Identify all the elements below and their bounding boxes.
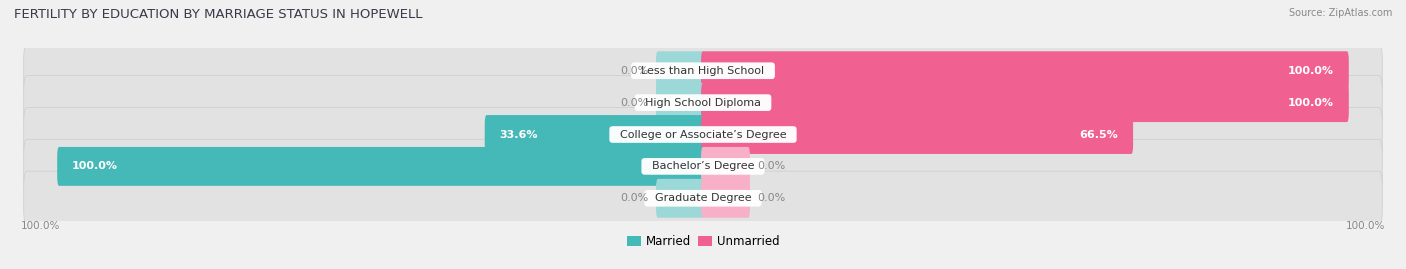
FancyBboxPatch shape — [24, 107, 1382, 162]
FancyBboxPatch shape — [657, 51, 704, 90]
FancyBboxPatch shape — [702, 115, 1133, 154]
Text: 66.5%: 66.5% — [1080, 129, 1118, 140]
FancyBboxPatch shape — [702, 51, 1348, 90]
Legend: Married, Unmarried: Married, Unmarried — [621, 230, 785, 253]
Text: 0.0%: 0.0% — [620, 193, 648, 203]
Text: 0.0%: 0.0% — [758, 193, 786, 203]
Text: College or Associate’s Degree: College or Associate’s Degree — [613, 129, 793, 140]
FancyBboxPatch shape — [657, 83, 704, 122]
FancyBboxPatch shape — [24, 139, 1382, 193]
Text: 0.0%: 0.0% — [620, 98, 648, 108]
Text: 100.0%: 100.0% — [21, 221, 60, 231]
Text: 100.0%: 100.0% — [1288, 98, 1334, 108]
FancyBboxPatch shape — [702, 147, 749, 186]
Text: FERTILITY BY EDUCATION BY MARRIAGE STATUS IN HOPEWELL: FERTILITY BY EDUCATION BY MARRIAGE STATU… — [14, 8, 423, 21]
Text: Source: ZipAtlas.com: Source: ZipAtlas.com — [1288, 8, 1392, 18]
Text: 100.0%: 100.0% — [72, 161, 118, 171]
FancyBboxPatch shape — [485, 115, 704, 154]
FancyBboxPatch shape — [702, 179, 749, 218]
FancyBboxPatch shape — [24, 44, 1382, 98]
FancyBboxPatch shape — [657, 179, 704, 218]
FancyBboxPatch shape — [702, 83, 1348, 122]
FancyBboxPatch shape — [58, 147, 704, 186]
Text: 0.0%: 0.0% — [758, 161, 786, 171]
FancyBboxPatch shape — [24, 76, 1382, 130]
Text: 100.0%: 100.0% — [1288, 66, 1334, 76]
Text: 100.0%: 100.0% — [1346, 221, 1385, 231]
Text: 33.6%: 33.6% — [499, 129, 538, 140]
Text: 0.0%: 0.0% — [620, 66, 648, 76]
Text: Less than High School: Less than High School — [634, 66, 772, 76]
Text: Bachelor’s Degree: Bachelor’s Degree — [645, 161, 761, 171]
Text: Graduate Degree: Graduate Degree — [648, 193, 758, 203]
FancyBboxPatch shape — [24, 171, 1382, 225]
Text: High School Diploma: High School Diploma — [638, 98, 768, 108]
